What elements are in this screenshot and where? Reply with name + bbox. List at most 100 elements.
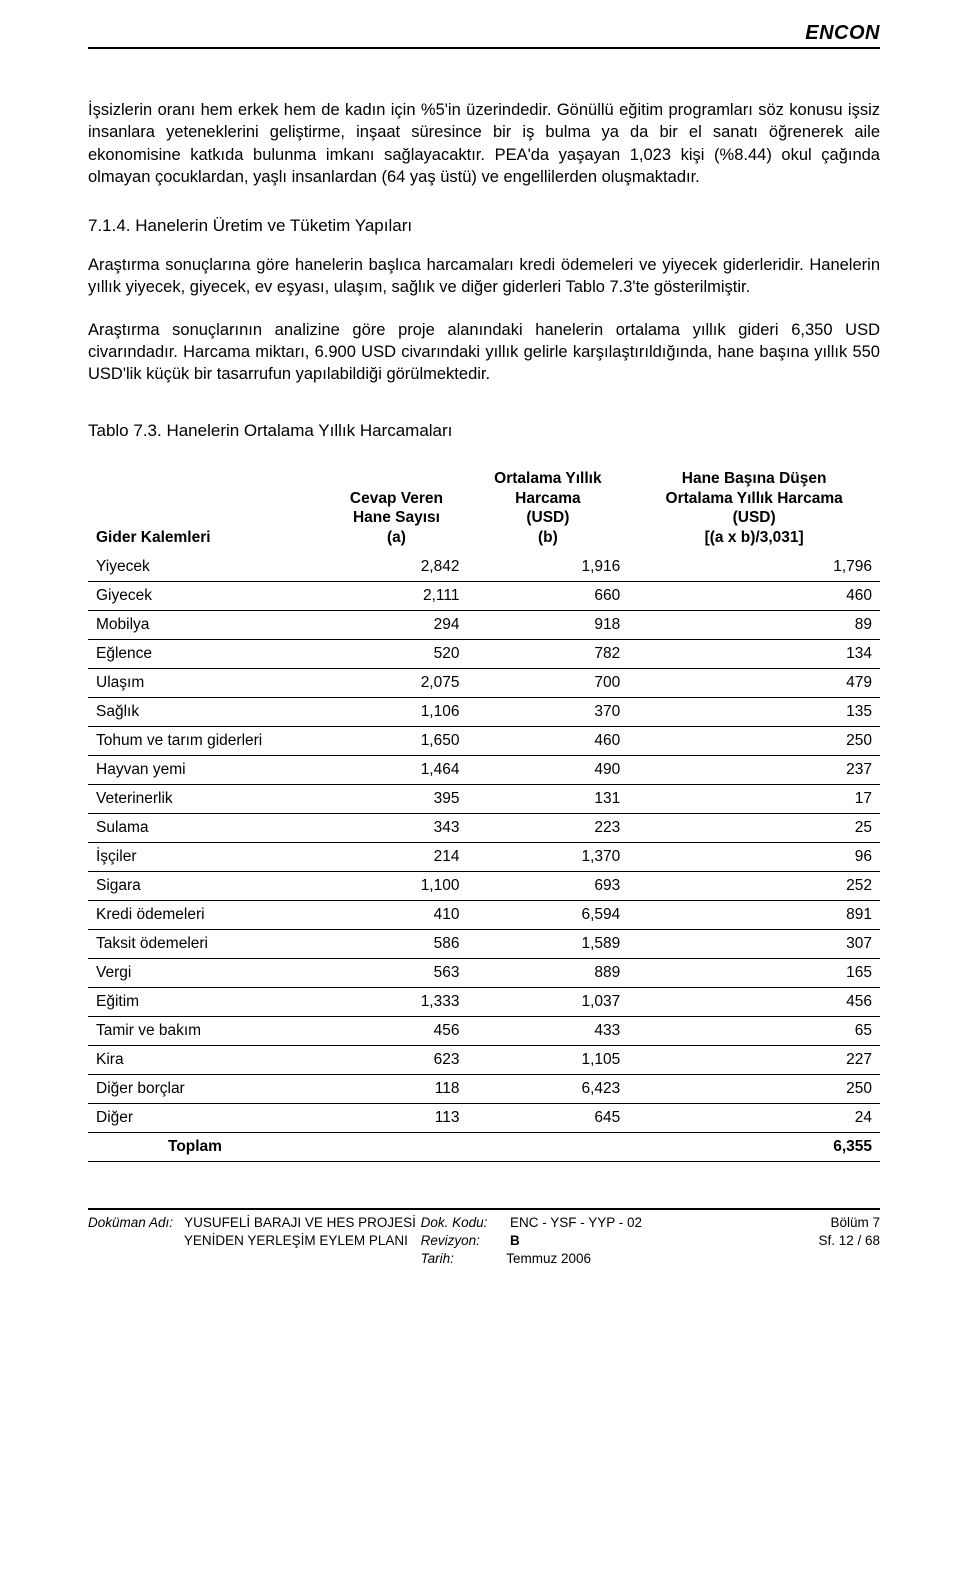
cell-b: 1,370 bbox=[467, 842, 628, 871]
cell-b: 693 bbox=[467, 871, 628, 900]
cell-a: 1,106 bbox=[325, 697, 467, 726]
cell-a: 1,100 bbox=[325, 871, 467, 900]
table-row-total: Toplam6,355 bbox=[88, 1132, 880, 1161]
cell-b: 1,589 bbox=[467, 929, 628, 958]
cell-label: Diğer borçlar bbox=[88, 1074, 325, 1103]
cell-b: 460 bbox=[467, 726, 628, 755]
cell-c: 134 bbox=[628, 639, 880, 668]
table-row: Sigara1,100693252 bbox=[88, 871, 880, 900]
page: ENCON İşsizlerin oranı hem erkek hem de … bbox=[0, 0, 960, 1299]
paragraph-3: Araştırma sonuçlarının analizine göre pr… bbox=[88, 319, 880, 386]
table-row: Hayvan yemi1,464490237 bbox=[88, 755, 880, 784]
col-header-c: Hane Başına Düşen Ortalama Yıllık Harcam… bbox=[628, 463, 880, 553]
cell-c: 456 bbox=[628, 987, 880, 1016]
cell-c: 17 bbox=[628, 784, 880, 813]
cell-a: 1,464 bbox=[325, 755, 467, 784]
cell-a: 2,075 bbox=[325, 668, 467, 697]
col-header-b-l4: (b) bbox=[538, 529, 558, 546]
cell-c: 479 bbox=[628, 668, 880, 697]
cell-label: Vergi bbox=[88, 958, 325, 987]
cell-label: Giyecek bbox=[88, 581, 325, 610]
paragraph-1: İşsizlerin oranı hem erkek hem de kadın … bbox=[88, 99, 880, 188]
cell-label: Diğer bbox=[88, 1103, 325, 1132]
cell-b: 700 bbox=[467, 668, 628, 697]
cell-a: 343 bbox=[325, 813, 467, 842]
cell-a: 623 bbox=[325, 1045, 467, 1074]
cell-b: 6,594 bbox=[467, 900, 628, 929]
page-value: Sf. 12 / 68 bbox=[818, 1233, 880, 1248]
section-value: Bölüm 7 bbox=[830, 1215, 880, 1230]
table-row: Kredi ödemeleri4106,594891 bbox=[88, 900, 880, 929]
cell-c: 65 bbox=[628, 1016, 880, 1045]
cell-label: Hayvan yemi bbox=[88, 755, 325, 784]
cell-b: 1,037 bbox=[467, 987, 628, 1016]
cell-label: Sigara bbox=[88, 871, 325, 900]
cell-label: Taksit ödemeleri bbox=[88, 929, 325, 958]
cell-label: Sulama bbox=[88, 813, 325, 842]
cell-label: Kredi ödemeleri bbox=[88, 900, 325, 929]
table-row: Tohum ve tarım giderleri1,650460250 bbox=[88, 726, 880, 755]
table-row: Eğitim1,3331,037456 bbox=[88, 987, 880, 1016]
cell-a: 586 bbox=[325, 929, 467, 958]
table-row: Taksit ödemeleri5861,589307 bbox=[88, 929, 880, 958]
cell-c: 237 bbox=[628, 755, 880, 784]
footer-mid: Dok. Kodu: ENC - YSF - YYP - 02 Revizyon… bbox=[421, 1214, 706, 1269]
cell-b: 660 bbox=[467, 581, 628, 610]
cell-c: 1,796 bbox=[628, 553, 880, 582]
col-header-a-l2: Hane Sayısı bbox=[353, 509, 440, 526]
cell-c: 24 bbox=[628, 1103, 880, 1132]
cell-a: 113 bbox=[325, 1103, 467, 1132]
cell-label: Kira bbox=[88, 1045, 325, 1074]
cell-c: 25 bbox=[628, 813, 880, 842]
footer: Doküman Adı: YUSUFELİ BARAJI VE HES PROJ… bbox=[88, 1208, 880, 1269]
cell-c: 460 bbox=[628, 581, 880, 610]
expenditure-table: Gider Kalemleri Cevap Veren Hane Sayısı … bbox=[88, 463, 880, 1162]
footer-right: Bölüm 7 Sf. 12 / 68 bbox=[706, 1214, 880, 1269]
cell-c: 307 bbox=[628, 929, 880, 958]
table-body: Yiyecek2,8421,9161,796Giyecek2,111660460… bbox=[88, 553, 880, 1162]
table-row: Giyecek2,111660460 bbox=[88, 581, 880, 610]
cell-c: 891 bbox=[628, 900, 880, 929]
rev-label: Revizyon: bbox=[421, 1233, 480, 1248]
cell-c: 135 bbox=[628, 697, 880, 726]
date-value: Temmuz 2006 bbox=[506, 1251, 591, 1266]
cell-label: Yiyecek bbox=[88, 553, 325, 582]
cell-label: Veterinerlik bbox=[88, 784, 325, 813]
table-row: Eğlence520782134 bbox=[88, 639, 880, 668]
cell-a: 214 bbox=[325, 842, 467, 871]
cell-b: 433 bbox=[467, 1016, 628, 1045]
rev-value: B bbox=[510, 1233, 520, 1248]
cell-a: 2,111 bbox=[325, 581, 467, 610]
table-row: Diğer borçlar1186,423250 bbox=[88, 1074, 880, 1103]
cell-b: 782 bbox=[467, 639, 628, 668]
cell-label: Eğitim bbox=[88, 987, 325, 1016]
cell-b: 889 bbox=[467, 958, 628, 987]
col-header-b-l1: Ortalama Yıllık bbox=[494, 470, 601, 487]
table-row: Tamir ve bakım45643365 bbox=[88, 1016, 880, 1045]
footer-left: Doküman Adı: YUSUFELİ BARAJI VE HES PROJ… bbox=[88, 1214, 421, 1269]
table-title: Tablo 7.3. Hanelerin Ortalama Yıllık Har… bbox=[88, 421, 880, 441]
subheading-714: 7.1.4. Hanelerin Üretim ve Tüketim Yapıl… bbox=[88, 216, 880, 236]
cell-label: Eğlence bbox=[88, 639, 325, 668]
col-header-b-l2: Harcama bbox=[515, 490, 581, 507]
doc-code: ENC - YSF - YYP - 02 bbox=[510, 1215, 642, 1230]
cell-b: 1,916 bbox=[467, 553, 628, 582]
doc-name-label: Doküman Adı: bbox=[88, 1215, 173, 1230]
cell-b: 131 bbox=[467, 784, 628, 813]
col-header-c-l2: Ortalama Yıllık Harcama bbox=[666, 490, 843, 507]
cell-a: 395 bbox=[325, 784, 467, 813]
col-header-c-l3: (USD) bbox=[733, 509, 776, 526]
table-row: İşçiler2141,37096 bbox=[88, 842, 880, 871]
brand-logo: ENCON bbox=[805, 22, 880, 45]
col-header-c-l1: Hane Başına Düşen bbox=[682, 470, 827, 487]
doc-name-2: YENİDEN YERLEŞİM EYLEM PLANI bbox=[184, 1233, 408, 1248]
cell-a: 410 bbox=[325, 900, 467, 929]
cell-label: İşçiler bbox=[88, 842, 325, 871]
doc-name-1: YUSUFELİ BARAJI VE HES PROJESİ bbox=[184, 1215, 416, 1230]
cell-b: 6,423 bbox=[467, 1074, 628, 1103]
paragraph-2: Araştırma sonuçlarına göre hanelerin baş… bbox=[88, 254, 880, 299]
cell-b: 1,105 bbox=[467, 1045, 628, 1074]
cell-c: 252 bbox=[628, 871, 880, 900]
total-value: 6,355 bbox=[628, 1132, 880, 1161]
col-header-b: Ortalama Yıllık Harcama (USD) (b) bbox=[467, 463, 628, 553]
